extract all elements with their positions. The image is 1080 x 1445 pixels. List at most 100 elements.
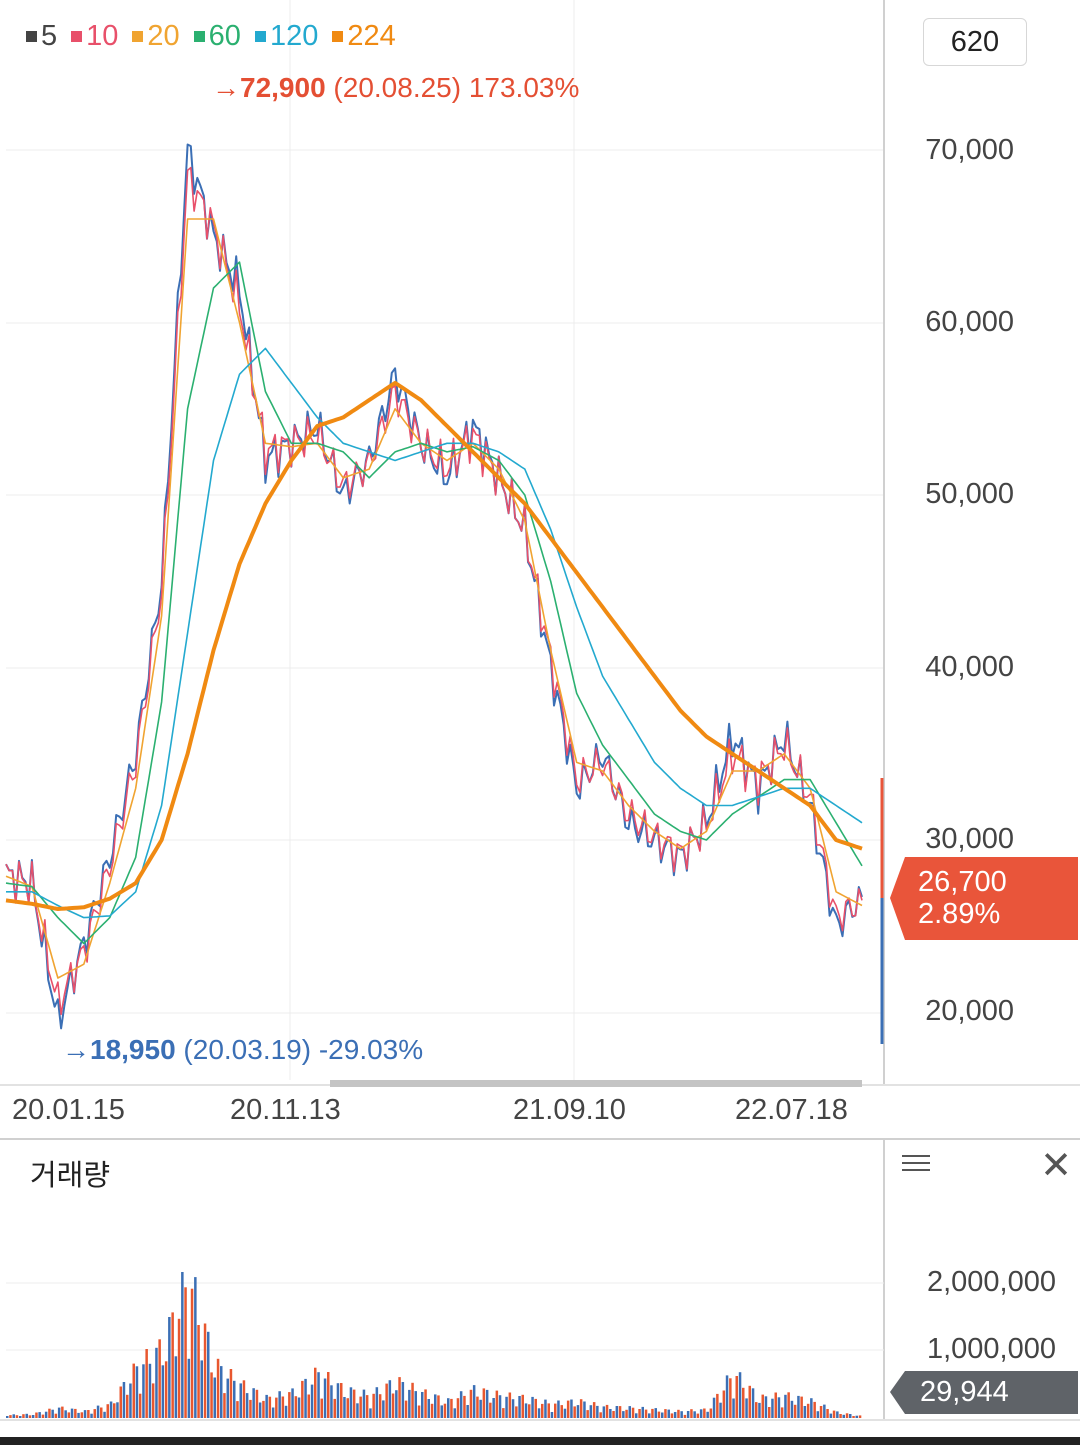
volume-bar	[77, 1412, 80, 1418]
volume-bar	[735, 1376, 738, 1418]
volume-bar	[301, 1380, 304, 1418]
series-line-20	[5, 218, 863, 979]
volume-bar	[323, 1378, 327, 1418]
volume-bar	[751, 1388, 755, 1418]
volume-bar	[391, 1393, 395, 1418]
series-line-224	[5, 380, 863, 911]
volume-bar	[443, 1403, 447, 1418]
volume-bar	[742, 1387, 745, 1418]
volume-bar	[57, 1407, 61, 1418]
volume-bar	[271, 1407, 275, 1418]
volume-bar	[216, 1358, 220, 1418]
volume-bar	[304, 1378, 307, 1418]
y-tick-label: 40,000	[925, 651, 1014, 683]
volume-bar	[534, 1398, 537, 1418]
volume-bar	[116, 1402, 119, 1418]
volume-bar	[229, 1369, 233, 1418]
volume-bar	[307, 1394, 310, 1418]
legend-label: 10	[86, 20, 119, 52]
volume-bar	[447, 1398, 450, 1418]
volume-bar	[803, 1406, 807, 1418]
current-price-tag-shape	[890, 857, 1078, 940]
volume-bar	[625, 1409, 628, 1418]
volume-panel-title: 거래량	[30, 1160, 111, 1192]
y-tick-label: 20,000	[925, 995, 1014, 1027]
menu-icon[interactable]	[900, 1150, 932, 1180]
volume-bar	[96, 1405, 100, 1418]
x-tick-label: 22.07.18	[735, 1094, 848, 1126]
volume-bar	[440, 1405, 443, 1418]
volume-bar	[210, 1372, 213, 1418]
volume-bar	[320, 1398, 323, 1418]
volume-bar	[466, 1405, 469, 1418]
volume-bar	[631, 1407, 635, 1418]
volume-bar	[158, 1339, 161, 1418]
volume-bar	[456, 1398, 460, 1418]
volume-bar	[346, 1398, 349, 1418]
volume-bar	[495, 1390, 499, 1418]
volume-bar	[168, 1317, 171, 1418]
volume-bar	[673, 1412, 677, 1418]
volume-tick-label: 2,000,000	[926, 1266, 1056, 1298]
volume-bar	[793, 1404, 797, 1418]
series-line-10	[5, 166, 863, 1016]
series-line-120	[6, 347, 863, 919]
legend-item: 120	[254, 20, 318, 53]
volume-bar	[816, 1411, 820, 1418]
volume-bar	[579, 1399, 583, 1418]
volume-bar	[333, 1398, 336, 1418]
volume-bar	[64, 1410, 67, 1418]
volume-bar	[155, 1347, 158, 1418]
volume-bar	[651, 1408, 654, 1418]
volume-bar	[858, 1415, 862, 1418]
period-selector-button[interactable]: 620	[923, 18, 1027, 66]
close-icon[interactable]: ✕	[1040, 1145, 1072, 1187]
volume-bar	[382, 1400, 385, 1418]
low-price: 18,950	[90, 1034, 176, 1065]
volume-bar	[194, 1277, 197, 1418]
legend-swatch-icon	[254, 31, 266, 42]
volume-bar	[15, 1415, 19, 1418]
volume-bar	[427, 1399, 430, 1418]
volume-bar	[544, 1399, 547, 1418]
volume-tick-label: 1,000,000	[926, 1333, 1056, 1365]
volume-bar	[252, 1388, 255, 1418]
volume-bar	[278, 1391, 281, 1418]
volume-bar	[748, 1385, 751, 1418]
legend-item: 5	[26, 20, 57, 53]
volume-bar	[220, 1366, 223, 1418]
volume-bar	[330, 1385, 333, 1418]
volume-bar	[596, 1405, 599, 1418]
volume-bar	[599, 1412, 602, 1418]
volume-bar	[372, 1393, 375, 1418]
volume-bar	[291, 1388, 294, 1418]
volume-bar	[239, 1383, 242, 1418]
volume-bar	[54, 1413, 58, 1418]
current-volume-tag-shape	[890, 1371, 1078, 1414]
volume-bar	[242, 1380, 246, 1418]
legend: 5 10 20 60 120 224	[26, 20, 396, 53]
volume-bar	[819, 1406, 823, 1418]
volume-bar	[524, 1403, 528, 1418]
volume-bar	[164, 1361, 168, 1418]
volume-bar	[109, 1401, 113, 1418]
volume-bar	[359, 1396, 362, 1418]
volume-bar	[398, 1377, 401, 1418]
volume-bar	[70, 1408, 74, 1418]
volume-bar	[67, 1412, 71, 1418]
volume-bar	[122, 1382, 126, 1418]
volume-bar	[485, 1389, 489, 1418]
high-arrow-icon: →	[212, 72, 240, 103]
volume-bar	[41, 1414, 45, 1418]
volume-bar	[686, 1411, 690, 1418]
volume-bar	[395, 1390, 398, 1418]
volume-bar	[317, 1372, 320, 1418]
volume-bar	[502, 1408, 505, 1418]
volume-bar	[738, 1372, 742, 1418]
low-price-annotation: →18,950 (20.03.19) -29.03%	[62, 1034, 423, 1066]
volume-bar	[245, 1393, 249, 1418]
volume-bar	[615, 1406, 619, 1418]
volume-bar	[589, 1405, 593, 1418]
volume-bar	[265, 1394, 268, 1418]
